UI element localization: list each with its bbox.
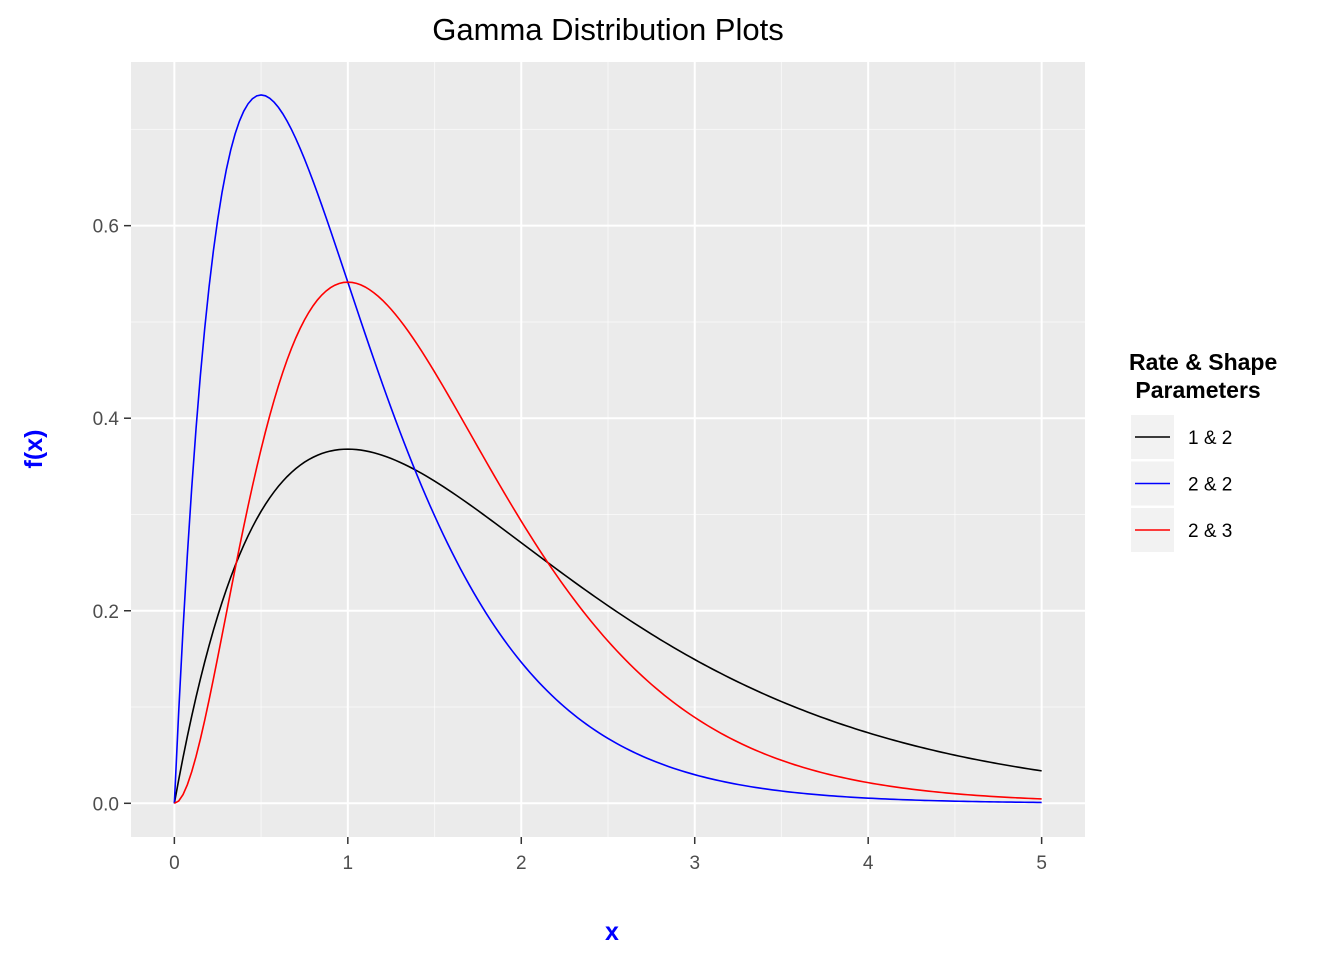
series-line-1-2 (173, 448, 1042, 804)
series-line-2-3 (173, 281, 1042, 805)
series-lines (173, 94, 1042, 805)
y-tick-label: 0.6 (93, 217, 119, 238)
series-line-2-2 (173, 94, 1042, 804)
y-tick-label: 0.4 (93, 409, 120, 430)
x-tick-label: 4 (863, 853, 874, 874)
chart-title: Gamma Distribution Plots (432, 12, 783, 47)
y-axis-ticks: 0.0 0.2 0.4 0.6 (93, 217, 131, 815)
x-tick-label: 5 (1036, 853, 1047, 874)
y-tick-label: 0.2 (93, 602, 119, 623)
x-tick-label: 2 (516, 853, 527, 874)
x-axis-title: x (605, 918, 619, 946)
legend-title-line-2: Parameters (1129, 377, 1261, 403)
legend-label: 2 & 3 (1188, 521, 1232, 542)
legend: Rate & Shape Parameters 1 & 2 2 & 2 2 & 3 (1129, 349, 1277, 552)
x-tick-label: 1 (343, 853, 354, 874)
y-axis-title: f(x) (20, 430, 48, 469)
x-tick-label: 0 (169, 853, 180, 874)
legend-title-line-1: Rate & Shape (1129, 349, 1277, 375)
legend-items: 1 & 2 2 & 2 2 & 3 (1131, 415, 1232, 552)
x-axis-ticks: 0 1 2 3 4 5 (169, 837, 1047, 874)
x-tick-label: 3 (689, 853, 700, 874)
legend-label: 1 & 2 (1188, 428, 1232, 449)
y-tick-label: 0.0 (93, 794, 119, 815)
legend-label: 2 & 2 (1188, 475, 1232, 496)
minor-gridlines (131, 62, 1085, 837)
